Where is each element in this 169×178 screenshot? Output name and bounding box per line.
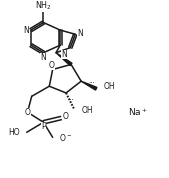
Text: Na$^+$: Na$^+$ [128,106,148,118]
Text: O: O [63,112,69,121]
Text: N: N [61,50,67,59]
Text: O: O [49,61,55,70]
Text: HO: HO [9,128,20,137]
Text: N: N [23,26,29,35]
Polygon shape [81,81,97,90]
Text: OH: OH [82,106,94,115]
Polygon shape [56,53,72,66]
Text: O: O [25,108,30,117]
Text: ···: ··· [67,98,74,103]
Text: N: N [41,53,46,62]
Text: NH$_2$: NH$_2$ [35,0,52,12]
Text: P: P [41,122,46,132]
Text: O$^-$: O$^-$ [59,132,73,143]
Text: OH: OH [104,82,115,91]
Text: ···: ··· [89,80,95,86]
Text: N: N [77,29,83,38]
